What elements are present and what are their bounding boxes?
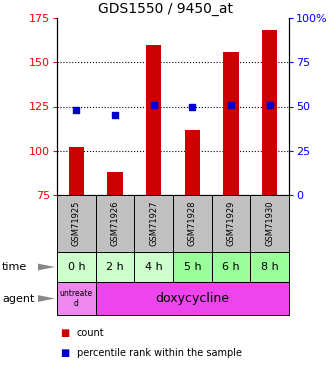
Bar (107, 172, 123, 195)
Point (151, 102, 156, 108)
Text: GSM71927: GSM71927 (149, 201, 158, 246)
Text: 4 h: 4 h (145, 262, 163, 272)
Text: GSM71929: GSM71929 (226, 201, 235, 246)
Text: GSM71930: GSM71930 (265, 201, 274, 246)
Text: doxycycline: doxycycline (155, 292, 229, 305)
Text: GSM71926: GSM71926 (111, 201, 119, 246)
Bar (69, 147, 84, 195)
Text: GSM71925: GSM71925 (72, 201, 81, 246)
Text: 6 h: 6 h (222, 262, 240, 272)
Text: GDS1550 / 9450_at: GDS1550 / 9450_at (98, 2, 233, 16)
Point (228, 102, 234, 108)
Text: agent: agent (2, 294, 34, 303)
Text: count: count (77, 328, 105, 338)
Point (190, 104, 195, 110)
Text: 8 h: 8 h (261, 262, 279, 272)
Text: time: time (2, 262, 27, 272)
Bar (223, 52, 239, 195)
Bar (262, 30, 277, 195)
Text: ■: ■ (60, 348, 70, 358)
Text: 2 h: 2 h (106, 262, 124, 272)
Text: GSM71928: GSM71928 (188, 201, 197, 246)
Point (112, 112, 118, 118)
Text: ■: ■ (60, 328, 70, 338)
Point (74, 107, 79, 113)
Text: percentile rank within the sample: percentile rank within the sample (77, 348, 242, 358)
Text: 0 h: 0 h (68, 262, 85, 272)
Bar (185, 129, 200, 195)
Point (267, 102, 272, 108)
Bar (146, 45, 162, 195)
Text: untreate
d: untreate d (60, 289, 93, 308)
Text: 5 h: 5 h (183, 262, 201, 272)
